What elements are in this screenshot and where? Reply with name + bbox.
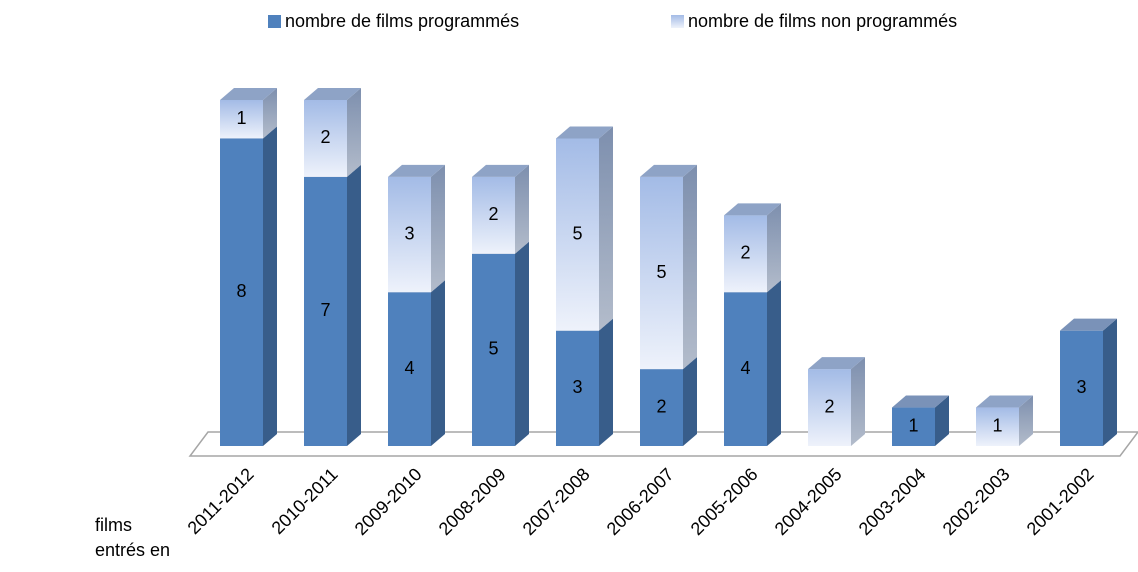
bar-side — [599, 126, 613, 331]
x-tick-label: 2001-2002 — [1023, 464, 1098, 539]
bar-segment — [220, 138, 263, 446]
x-axis-label: films entrés en — [95, 515, 171, 560]
x-tick-label: 2008-2009 — [435, 464, 510, 539]
data-label: 5 — [656, 262, 666, 282]
x-tick-label: 2005-2006 — [687, 464, 762, 539]
bar-side — [683, 357, 697, 446]
bar-segment — [472, 253, 515, 446]
data-label: 2 — [740, 243, 750, 263]
data-label: 2 — [320, 127, 330, 147]
bar-side — [1103, 318, 1117, 446]
bar-top — [892, 395, 949, 408]
data-label: 3 — [572, 377, 582, 397]
bar-segment — [472, 176, 515, 254]
bar-segment — [556, 138, 599, 331]
bar-side — [851, 357, 865, 446]
data-label: 4 — [740, 358, 750, 378]
data-label: 2 — [488, 204, 498, 224]
data-label: 2 — [656, 396, 666, 416]
bar-side — [263, 88, 277, 139]
data-label: 1 — [236, 108, 246, 128]
data-label: 5 — [488, 339, 498, 359]
x-tick-label: 2011-2012 — [184, 464, 258, 538]
legend-label: nombre de films programmés — [285, 11, 519, 31]
data-label: 1 — [908, 416, 918, 436]
bar-side — [347, 164, 361, 446]
bar-segment — [724, 215, 767, 293]
x-tick-label: 2006-2007 — [603, 464, 678, 539]
bar-side — [431, 164, 445, 293]
bar-top — [556, 126, 613, 139]
legend-swatch — [671, 15, 684, 28]
bar-segment — [304, 176, 347, 446]
bar-top — [724, 203, 781, 216]
bar-side — [1019, 395, 1033, 446]
data-label: 4 — [404, 358, 414, 378]
bar-top — [976, 395, 1033, 408]
bar-segment — [724, 292, 767, 446]
bar-segment — [388, 176, 431, 293]
data-label: 3 — [1076, 377, 1086, 397]
bar-top — [388, 164, 445, 177]
data-label: 8 — [236, 281, 246, 301]
x-tick-label: 2004-2005 — [771, 464, 846, 539]
bar-segment — [892, 407, 935, 446]
bar-top — [640, 164, 697, 177]
bar-side — [347, 88, 361, 177]
bar-segment — [640, 369, 683, 446]
bar-segment — [640, 176, 683, 370]
bar-side — [515, 241, 529, 446]
data-label: 2 — [824, 396, 834, 416]
bar-segment — [808, 369, 851, 446]
data-label: 7 — [320, 300, 330, 320]
bar-side — [767, 280, 781, 446]
bar-top — [304, 88, 361, 100]
bar-top — [1060, 318, 1117, 331]
bar-side — [431, 280, 445, 446]
bar-side — [263, 126, 277, 446]
bar-segment — [556, 330, 599, 446]
data-label: 5 — [572, 223, 582, 243]
x-tick-label: 2009-2010 — [351, 464, 426, 539]
data-label: 1 — [992, 416, 1002, 436]
bar-top — [220, 88, 277, 100]
bar-segment — [304, 100, 347, 177]
x-tick-label: 2002-2003 — [939, 464, 1014, 539]
legend-label: nombre de films non programmés — [688, 11, 957, 31]
bar-side — [767, 203, 781, 293]
x-tick-label: 2007-2008 — [519, 464, 594, 539]
bar-side — [599, 318, 613, 446]
bar-segment — [388, 292, 431, 446]
bar-segment — [1060, 330, 1103, 446]
bar-segment — [976, 407, 1019, 446]
data-label: 3 — [404, 223, 414, 243]
bar-top — [808, 357, 865, 370]
bar-segment — [220, 100, 263, 139]
bar-side — [683, 164, 697, 370]
x-tick-label: 2010-2011 — [268, 464, 342, 538]
bar-side — [515, 164, 529, 254]
legend-swatch — [268, 15, 281, 28]
bar-top — [472, 164, 529, 177]
bar-side — [935, 395, 949, 446]
x-tick-label: 2003-2004 — [855, 464, 930, 539]
